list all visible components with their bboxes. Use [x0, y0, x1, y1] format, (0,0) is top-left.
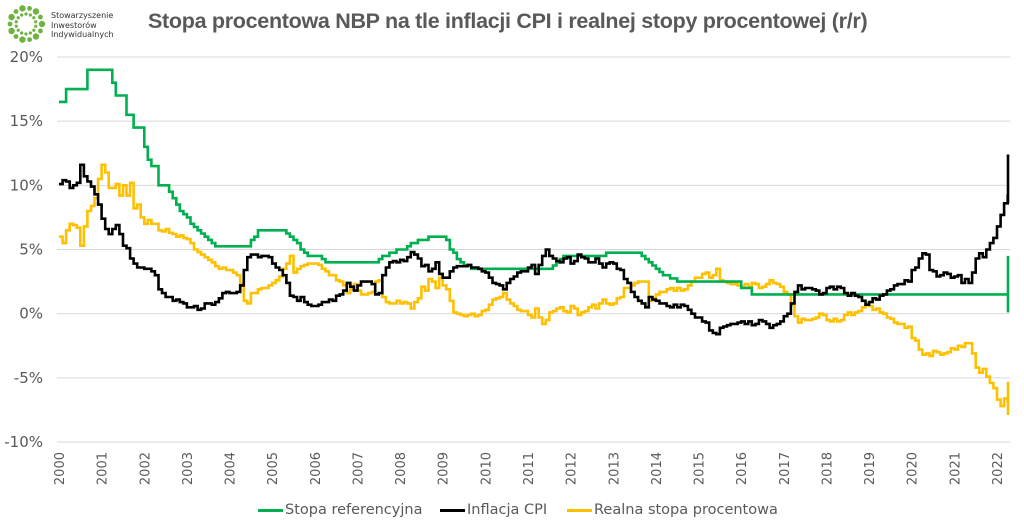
series-real-rate	[59, 163, 1010, 415]
logo-dot	[38, 28, 43, 34]
y-tick-label: -10%	[4, 433, 43, 451]
legend-label-cpi: Inflacja CPI	[467, 502, 548, 518]
logo-line-1: Stowarzyszenie	[51, 11, 114, 20]
x-tick-label: 2006	[309, 452, 324, 485]
logo-dot	[27, 6, 32, 11]
logo-line-3: Indywidualnych	[51, 30, 114, 39]
logo-dot	[7, 21, 13, 27]
x-tick-label: 2007	[351, 452, 366, 485]
legend-item-real-rate: Realna stopa procentowa	[567, 502, 778, 518]
x-tick-label: 2002	[138, 452, 153, 485]
logo-dot	[32, 8, 40, 15]
line-chart: 20%15%10%5%0%-5%-10% 2000 2001 2002 2003 200…	[4, 48, 1010, 485]
gridlines	[57, 56, 1010, 443]
logo-dot	[27, 37, 32, 42]
x-tick-label: 2016	[735, 452, 750, 485]
logo-dot	[38, 14, 43, 20]
logo-dot	[13, 34, 19, 39]
logo-dot	[8, 13, 15, 21]
x-tick-label: 2018	[820, 452, 835, 485]
chart-legend: Stopa referencyjna Inflacja CPI Realna s…	[0, 502, 1024, 524]
logo-dot	[28, 13, 32, 17]
logo-dot	[38, 20, 46, 28]
x-tick-label: 2022	[991, 452, 1006, 485]
logo-dot	[34, 24, 38, 28]
x-tick-label: 2003	[181, 452, 196, 485]
series-group	[59, 68, 1010, 415]
sii-dots-circle-icon	[7, 5, 46, 43]
logo-dot	[32, 16, 36, 20]
y-tick-label: 0%	[19, 305, 43, 323]
x-tick-label: 2001	[96, 452, 111, 485]
x-tick-label: 2013	[607, 452, 622, 485]
x-tick-label: 2000	[53, 452, 68, 485]
logo-dot	[19, 36, 26, 43]
series-reference-rate	[59, 68, 1010, 313]
x-tick-label: 2020	[906, 452, 921, 485]
legend-item-cpi: Inflacja CPI	[440, 502, 547, 518]
x-tick-label: 2010	[479, 452, 494, 485]
x-tick-label: 2017	[778, 452, 793, 485]
logo-dot	[14, 20, 18, 24]
series-cpi	[59, 154, 1010, 336]
logo-dot	[16, 28, 20, 32]
logo-dot	[14, 24, 18, 28]
logo-dot	[34, 20, 38, 24]
logo-dot	[20, 31, 24, 35]
logo-line-2: Inwestorów	[51, 20, 97, 30]
logo-dot	[16, 16, 20, 20]
logo-dot	[19, 5, 26, 12]
y-tick-label: 20%	[10, 48, 43, 66]
logo-dot	[24, 32, 28, 36]
x-tick-label: 2011	[522, 452, 537, 485]
y-tick-label: 15%	[10, 112, 43, 130]
x-tick-label: 2004	[224, 452, 239, 485]
x-tick-label: 2021	[948, 452, 963, 485]
legend-swatch-cpi	[440, 508, 465, 512]
x-tick-label: 2012	[565, 452, 580, 485]
y-tick-label: -5%	[14, 369, 43, 387]
x-tick-label: 2008	[394, 452, 409, 485]
x-tick-label: 2005	[266, 452, 281, 485]
legend-label-reference-rate: Stopa referencyjna	[285, 502, 423, 518]
x-axis-ticks: 2000 2001 2002 2003 2004 2005 2006 2007 2008 2009…	[53, 452, 1006, 485]
logo-dot	[24, 12, 28, 16]
legend-label-real-rate: Realna stopa procentowa	[594, 502, 778, 518]
legend-swatch-reference-rate	[258, 508, 283, 512]
logo-dot	[20, 13, 24, 17]
chart-title: Stopa procentowa NBP na tle inflacji CPI…	[148, 9, 868, 33]
y-axis-ticks: 20% 15% 10% 5% 0% -5% -10%	[4, 48, 43, 451]
logo-dot	[32, 28, 36, 32]
x-tick-label: 2015	[693, 452, 708, 485]
legend-item-reference-rate: Stopa referencyjna	[258, 502, 422, 518]
organization-logo: Stowarzyszenie Inwestorów Indywidualnych	[4, 2, 134, 46]
x-tick-label: 2019	[863, 452, 878, 485]
logo-dot	[28, 31, 32, 35]
logo-dot	[32, 33, 40, 40]
y-tick-label: 10%	[10, 176, 43, 194]
y-tick-label: 5%	[19, 241, 43, 259]
logo-dot	[13, 9, 19, 14]
x-tick-label: 2014	[650, 452, 665, 485]
legend-swatch-real-rate	[567, 508, 592, 512]
organization-name: Stowarzyszenie Inwestorów Indywidualnych	[51, 11, 114, 40]
logo-dot	[8, 27, 15, 35]
x-tick-label: 2009	[437, 452, 452, 485]
